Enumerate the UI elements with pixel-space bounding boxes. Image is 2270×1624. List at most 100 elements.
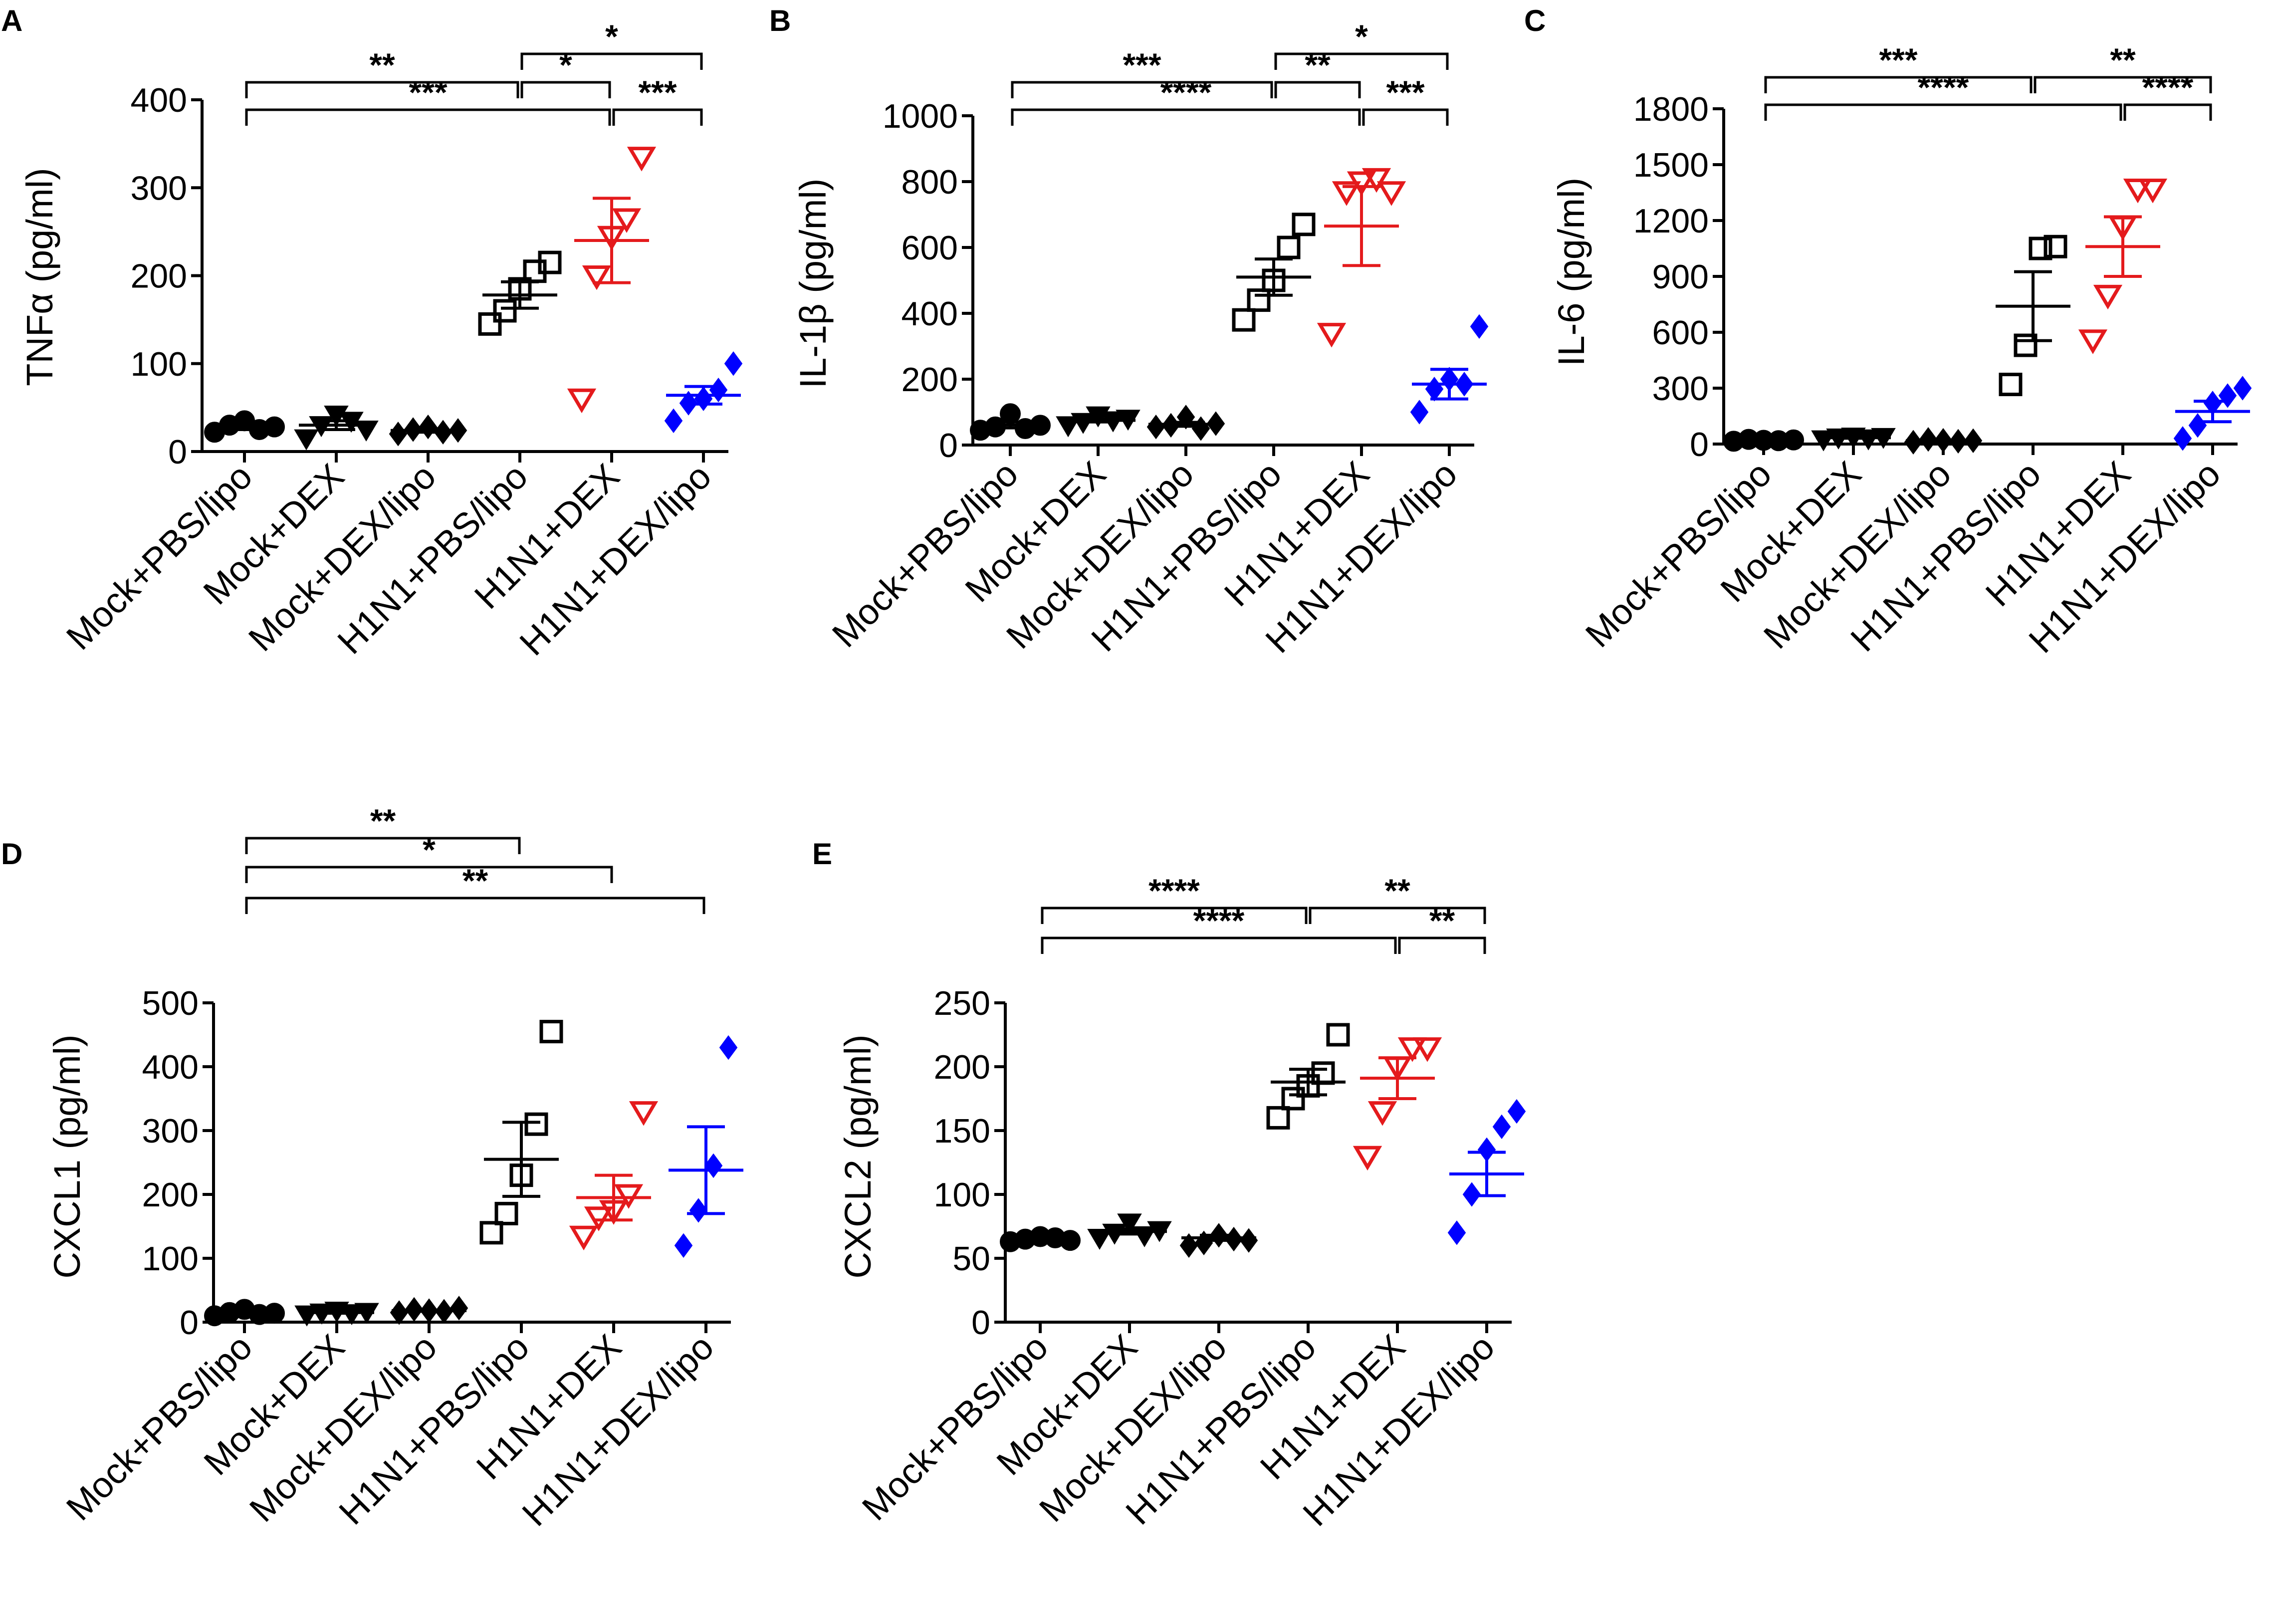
significance-bracket: [245, 837, 521, 854]
significance-label: ***: [1879, 41, 1917, 78]
data-point: [1292, 213, 1316, 236]
data-point: [390, 1300, 409, 1325]
data-point: [538, 250, 562, 274]
y-tick-label: 1200: [1633, 202, 1709, 240]
significance-bracket: [1362, 108, 1449, 126]
data-point: [1447, 1220, 1466, 1245]
data-point: [1410, 400, 1429, 425]
data-point: [1332, 181, 1362, 206]
significance-bracket: [245, 897, 705, 914]
y-axis-label: IL-6 (pg/ml): [1551, 178, 1592, 366]
data-point: [1999, 373, 2023, 397]
data-point: [1362, 168, 1391, 193]
y-tick-label: 600: [902, 229, 958, 267]
significance-label: ***: [638, 74, 677, 111]
y-tick-label: 100: [934, 1176, 990, 1214]
data-point: [1376, 181, 1406, 206]
data-point: [2078, 329, 2108, 354]
data-point: [582, 265, 612, 290]
significance-label: ***: [1386, 74, 1424, 111]
data-point: [1317, 323, 1347, 348]
y-axis-label: IL-1β (pg/ml): [792, 179, 834, 389]
data-point: [1281, 1087, 1305, 1111]
data-point: [478, 312, 502, 336]
data-point: [2123, 179, 2153, 204]
significance-bracket: [1764, 76, 2033, 93]
data-point: [294, 1305, 319, 1327]
significance-bracket: [520, 81, 611, 98]
significance-bracket: [612, 108, 703, 126]
significance-bracket: [245, 81, 519, 98]
y-tick-label: 150: [934, 1112, 990, 1150]
panel-label: B: [769, 4, 791, 37]
data-point: [539, 1020, 563, 1044]
data-point: [1266, 1106, 1290, 1130]
y-axis-label: CXCL2 (pg/ml): [837, 1034, 879, 1278]
data-point: [1470, 314, 1489, 339]
data-point: [450, 1296, 468, 1321]
y-tick-label: 0: [168, 433, 187, 471]
data-point: [1353, 1146, 1382, 1171]
significance-bracket: [1041, 936, 1397, 954]
y-tick-label: 1800: [1633, 90, 1709, 128]
significance-label: *: [605, 18, 618, 55]
y-tick-label: 100: [142, 1240, 199, 1278]
data-point: [724, 351, 743, 376]
y-tick-label: 200: [131, 257, 187, 295]
data-point: [1087, 1229, 1112, 1250]
panel-label: D: [1, 837, 22, 871]
significance-bracket: [245, 866, 613, 883]
y-tick-label: 0: [180, 1304, 199, 1342]
significance-bracket: [1011, 81, 1273, 98]
data-point: [1811, 430, 1836, 452]
panel-label: A: [1, 4, 22, 37]
data-point: [614, 1184, 644, 1209]
y-tick-label: 300: [131, 169, 187, 207]
data-point: [2043, 234, 2067, 258]
significance-bracket: [1274, 52, 1449, 70]
data-point: [689, 1198, 708, 1223]
y-tick-label: 0: [939, 427, 958, 464]
data-point: [2173, 426, 2192, 451]
y-tick-label: 0: [1690, 426, 1709, 464]
data-point: [1492, 1114, 1511, 1140]
data-point: [629, 1101, 659, 1126]
data-point: [569, 1225, 599, 1251]
y-tick-label: 600: [1652, 314, 1709, 352]
panel-label: C: [1524, 4, 1546, 37]
data-point: [1247, 288, 1271, 312]
panel-label: E: [812, 837, 832, 871]
significance-label: ****: [2142, 69, 2194, 106]
data-point: [567, 388, 597, 414]
data-point: [584, 1206, 614, 1231]
data-point: [664, 408, 683, 433]
y-tick-label: 400: [131, 81, 187, 119]
data-point: [1507, 1099, 1526, 1124]
y-tick-label: 0: [971, 1304, 990, 1342]
y-axis-label: CXCL1 (pg/ml): [46, 1034, 88, 1278]
y-tick-label: 500: [142, 984, 199, 1022]
significance-bracket: [520, 52, 703, 70]
data-point: [627, 147, 657, 172]
y-tick-label: 800: [902, 163, 958, 201]
y-tick-label: 50: [952, 1240, 990, 1278]
significance-label: ****: [1918, 69, 1969, 106]
data-point: [1117, 1213, 1142, 1235]
significance-bracket: [1309, 907, 1486, 924]
data-point: [294, 429, 319, 451]
data-point: [494, 1201, 518, 1225]
y-tick-label: 400: [902, 295, 958, 333]
data-point: [1347, 171, 1376, 196]
y-tick-label: 300: [1652, 370, 1709, 408]
significance-bracket: [1011, 108, 1361, 126]
significance-label: **: [1305, 46, 1331, 83]
significance-bracket: [1764, 103, 2122, 121]
significance-label: *: [423, 831, 436, 868]
y-tick-label: 250: [934, 984, 990, 1022]
significance-label: ***: [409, 74, 447, 111]
significance-label: ****: [1160, 74, 1212, 111]
data-point: [1367, 1101, 1397, 1126]
significance-bracket: [1398, 936, 1486, 954]
y-tick-label: 1000: [883, 97, 958, 135]
